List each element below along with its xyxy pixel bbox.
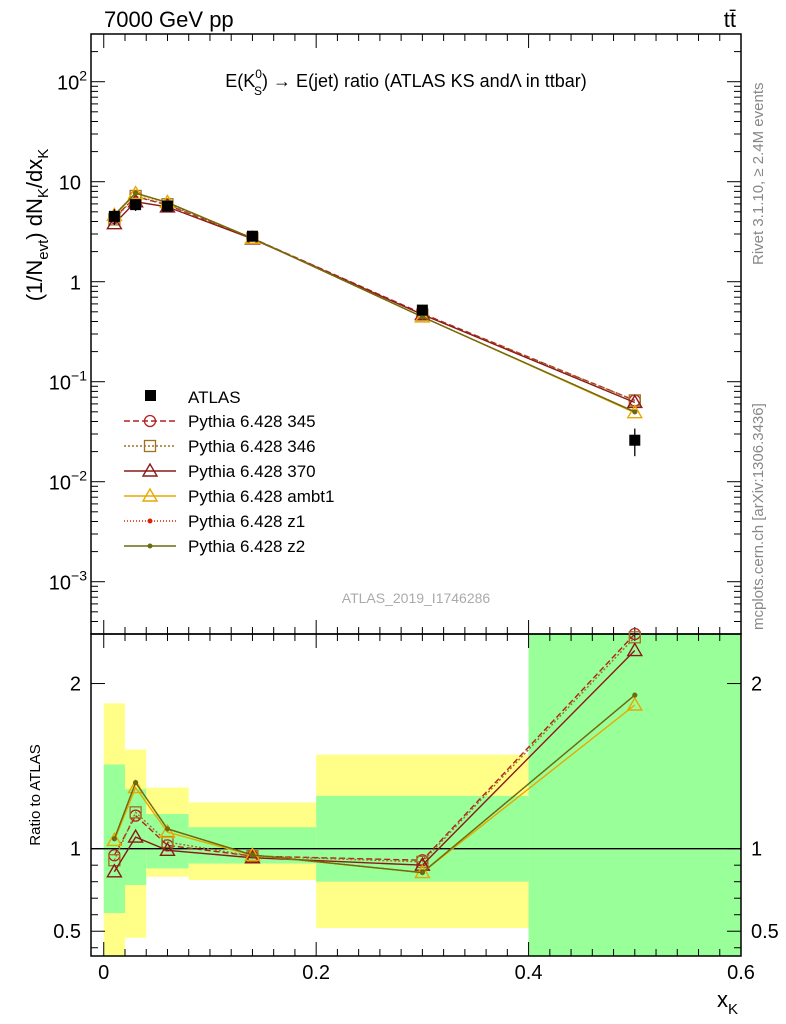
ratio-series-marker (416, 855, 429, 869)
series-marker (626, 404, 644, 419)
ratio-panel-frame (90, 633, 742, 957)
ratio-series-line (113, 650, 636, 873)
ratio-series-line (113, 633, 636, 861)
legend-marker (143, 439, 157, 453)
data-point (629, 434, 641, 446)
legend-label: Pythia 6.428 z1 (188, 512, 305, 531)
data-point (246, 230, 258, 242)
y-tick-label: 1 (70, 273, 81, 295)
stat-uncertainty-band (316, 795, 529, 882)
series-line (113, 201, 636, 404)
x-tick-label: 0.4 (515, 962, 543, 984)
legend-label: Pythia 6.428 345 (188, 412, 316, 431)
x-tick-label: 0.2 (302, 962, 330, 984)
legend-marker (147, 518, 153, 524)
energy-label: 7000 GeV pp (104, 7, 234, 32)
legend-marker (141, 462, 159, 477)
ratio-series-marker (632, 692, 638, 698)
series-line (113, 192, 636, 414)
series-marker (106, 215, 123, 230)
ratio-series-marker (244, 849, 261, 864)
series-line (113, 192, 636, 413)
y-tick-label: 1 (70, 839, 81, 861)
data-point (416, 304, 428, 316)
legend-label: ATLAS (188, 388, 241, 407)
ratio-series-line (113, 704, 636, 874)
plot-title: E(K0 S) → E(jet) ratio (ATLAS KS andΛ in … (225, 67, 587, 98)
legend-data-marker (145, 390, 156, 401)
legend-label: Pythia 6.428 370 (188, 462, 316, 481)
data-point (161, 200, 173, 212)
y-tick-label: 10−3 (49, 568, 87, 595)
y-tick-label: 102 (57, 68, 87, 95)
ratio-series-marker (159, 841, 176, 857)
legend-marker (147, 543, 153, 549)
legend: ATLAS Pythia 6.428 345 Pythia 6.428 346 Pyt… (124, 388, 334, 556)
ratio-series-marker (127, 828, 144, 843)
ratio-series-marker (106, 863, 123, 878)
data-point (130, 199, 142, 211)
y-tick-label: 10 (59, 173, 81, 195)
ratio-series-marker (626, 696, 644, 711)
legend-label: Pythia 6.428 ambt1 (188, 487, 334, 506)
stat-uncertainty-band (528, 634, 741, 956)
atlas-data-points (108, 199, 641, 457)
series-marker (133, 190, 139, 196)
x-tick-label: 0 (98, 962, 109, 984)
x-tick-label: 0.6 (727, 962, 755, 984)
ratio-series-marker (249, 852, 255, 858)
main-panel-series (106, 185, 644, 419)
y-tick-label: 2 (70, 674, 81, 696)
ratio-series-marker (159, 823, 176, 838)
ratio-series-marker (111, 836, 117, 842)
process-label: tt̄ (724, 7, 736, 32)
ratio-series-marker (129, 806, 142, 819)
ratio-uncertainty-bands (103, 634, 741, 956)
ratio-series-marker (106, 832, 123, 847)
ratio-series (106, 627, 644, 879)
ratio-series-marker (626, 642, 644, 657)
series-line (113, 192, 636, 413)
series-marker (626, 394, 644, 409)
ratio-panel-axes: 0 0.2 0.4 0.6 0.5 0.5 1 1 2 2 (53, 634, 779, 984)
ratio-series-marker (419, 870, 425, 876)
y-tick-label-right: 2 (751, 674, 762, 696)
x-axis-label: xK (717, 987, 738, 1018)
main-panel-axes: 10−3 10−2 10−1 1 10 102 (49, 33, 742, 635)
series-marker (127, 185, 144, 200)
y-tick-label: 10−2 (49, 468, 87, 495)
y-tick-label: 10−1 (49, 368, 87, 395)
ratio-series-line (113, 694, 636, 874)
ratio-y-axis-label: Ratio to ATLAS (27, 744, 44, 845)
ratio-series-marker (133, 780, 139, 786)
mcplots-label: mcplots.cern.ch [arXiv:1306.3436] (750, 403, 767, 630)
analysis-watermark: ATLAS_2019_I1746286 (342, 590, 491, 606)
y-tick-label-right: 1 (751, 839, 762, 861)
legend-marker (143, 414, 157, 428)
stat-uncertainty-band (146, 813, 189, 869)
ratio-series-marker (164, 826, 170, 832)
legend-marker (141, 487, 159, 502)
legend-label: Pythia 6.428 346 (188, 437, 316, 456)
rivet-label: Rivet 3.1.10, ≥ 2.4M events (750, 83, 767, 266)
y-tick-label: 0.5 (53, 921, 81, 943)
legend-label: Pythia 6.428 z2 (188, 537, 305, 556)
series-line (113, 195, 636, 402)
series-marker (632, 409, 638, 415)
main-y-axis-label: (1/Nevt) dNK/dxK (22, 149, 52, 302)
y-tick-label-right: 0.5 (751, 921, 779, 943)
data-point (108, 210, 120, 222)
